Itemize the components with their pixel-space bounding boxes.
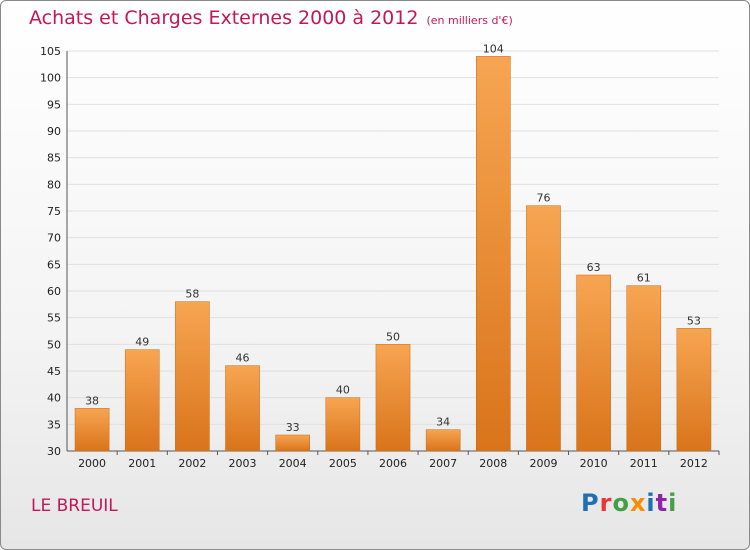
chart-subtitle: (en milliers d'€) [426,14,513,27]
bar-value-label: 46 [236,352,250,365]
bar-value-label: 49 [135,336,149,349]
x-tick-label: 2009 [529,457,557,470]
bar-value-label: 40 [336,384,350,397]
bar-value-label: 58 [185,288,199,301]
logo-letter: i [646,489,656,517]
bar-value-label: 38 [85,394,99,407]
bar [476,56,511,452]
y-tick-label: 65 [47,258,61,271]
bar [175,301,210,452]
x-tick-label: 2006 [379,457,407,470]
x-tick-label: 2005 [329,457,357,470]
chart-title: Achats et Charges Externes 2000 à 2012 (e… [29,7,513,29]
logo-letter: i [668,489,678,517]
bar-value-label: 50 [386,330,400,343]
y-tick-label: 60 [47,285,61,298]
y-tick-label: 100 [40,72,61,85]
y-tick-label: 40 [47,392,61,405]
commune-name: LE BREUIL [31,496,118,516]
x-tick-label: 2003 [229,457,257,470]
logo-letter: o [612,489,630,517]
logo-letter: r [599,489,613,517]
logo-letter: x [629,489,647,517]
chart-title-text: Achats et Charges Externes 2000 à 2012 [29,7,419,29]
bar [124,349,160,452]
y-tick-label: 35 [47,418,61,431]
y-tick-label: 90 [47,125,61,138]
y-tick-label: 55 [47,312,61,325]
x-tick-label: 2010 [580,457,608,470]
x-tick-label: 2000 [78,457,106,470]
bar [325,397,361,452]
proxiti-logo: Proxiti [581,489,677,517]
x-tick-label: 2011 [630,457,658,470]
y-tick-label: 80 [47,178,61,191]
bar [375,344,411,452]
x-tick-label: 2012 [680,457,708,470]
y-tick-label: 95 [47,98,61,111]
x-tick-label: 2001 [128,457,156,470]
bar-value-label: 61 [637,272,651,285]
y-tick-label: 30 [47,445,61,458]
bar-value-label: 33 [286,421,300,434]
bar [526,205,561,452]
y-tick-label: 70 [47,232,61,245]
bar-value-label: 76 [536,192,550,205]
bar [225,365,260,452]
y-tick-label: 45 [47,365,61,378]
x-tick-label: 2004 [279,457,307,470]
x-tick-label: 2002 [178,457,206,470]
bar [275,434,310,452]
bar-value-label: 63 [587,261,601,274]
bar [626,285,662,452]
logo-letter: P [581,489,600,517]
y-tick-label: 85 [47,152,61,165]
x-tick-label: 2008 [479,457,507,470]
bar-value-label: 34 [436,416,450,429]
bar [576,274,611,452]
bar [676,328,712,452]
bar [425,429,461,452]
bar-value-label: 53 [687,314,701,327]
bar [74,408,110,452]
x-tick-label: 2007 [429,457,457,470]
logo-letter: t [655,489,669,517]
bar-value-label: 104 [483,42,504,55]
y-tick-label: 75 [47,205,61,218]
y-tick-label: 50 [47,338,61,351]
y-tick-label: 105 [40,45,61,58]
